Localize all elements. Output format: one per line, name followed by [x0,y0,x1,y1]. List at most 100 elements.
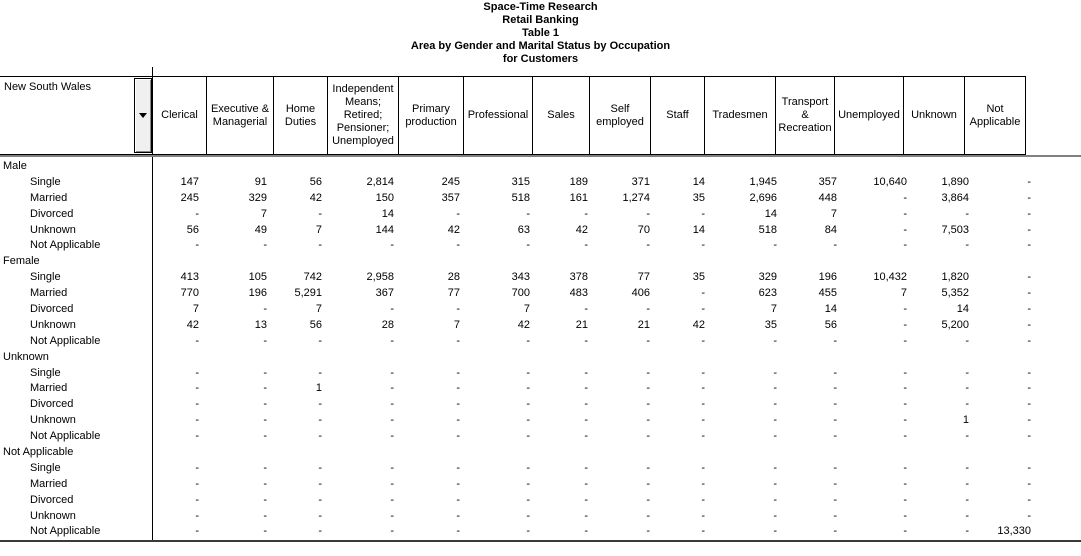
value-cell: - [526,525,530,538]
value-cell: - [1027,414,1031,427]
row-label: Unknown [30,509,76,522]
area-dropdown-button[interactable] [134,78,152,153]
value-cell: - [1027,287,1031,300]
value-cell: - [903,430,907,443]
value-cell: - [965,382,969,395]
value-cell: - [584,430,588,443]
value-cell: - [526,398,530,411]
value-cell: 14 [956,302,969,315]
value-cell: - [263,525,267,538]
column-header-transport-recreation: Transport & Recreation [775,76,835,155]
value-cell: 483 [569,287,588,300]
value-cell: - [195,477,199,490]
value-cell: 245 [441,175,460,188]
value-cell: - [195,239,199,252]
value-cell: - [965,398,969,411]
value-cell: - [390,334,394,347]
data-row-not-applicable-married: Married - - - - - - - - - - - - - - [0,476,1040,492]
value-cell: - [390,493,394,506]
value-cell: - [263,414,267,427]
value-cell: - [456,302,460,315]
value-cell: - [773,334,777,347]
value-cell: - [1027,223,1031,236]
value-cell: - [584,366,588,379]
area-header-cell: New South Wales [0,76,152,155]
value-cell: 35 [692,191,705,204]
value-cell: 315 [511,175,530,188]
value-cell: 56 [186,223,199,236]
value-cell: - [390,477,394,490]
value-cell: - [195,493,199,506]
value-cell: 343 [511,271,530,284]
row-column-separator [152,67,153,542]
value-cell: - [1027,271,1031,284]
row-label: Not Applicable [30,239,101,252]
column-header-clerical: Clerical [152,76,207,155]
value-cell: 623 [758,287,777,300]
value-cell: 7 [523,302,530,315]
table-body: Male Single 147 91 56 2,814 245 315 189 371 14 1,94… [0,158,1040,539]
value-cell: - [965,477,969,490]
value-cell: 196 [248,287,267,300]
value-cell: - [263,430,267,443]
value-cell: - [903,493,907,506]
value-cell: - [646,334,650,347]
value-cell: - [965,334,969,347]
value-cell: - [1027,175,1031,188]
value-cell: - [456,334,460,347]
value-cell: - [195,509,199,522]
column-header-professional: Professional [463,76,533,155]
row-label: Unknown [30,223,76,236]
value-cell: - [584,398,588,411]
value-cell: 56 [824,318,837,331]
value-cell: 245 [180,191,199,204]
value-cell: - [584,477,588,490]
value-cell: - [646,207,650,220]
value-cell: 329 [758,271,777,284]
row-label: Single [30,175,61,188]
value-cell: - [701,493,705,506]
value-cell: - [701,461,705,474]
value-cell: 3,864 [941,191,969,204]
value-cell: - [456,509,460,522]
value-cell: 84 [824,223,837,236]
value-cell: - [701,509,705,522]
value-cell: - [263,366,267,379]
value-cell: - [646,302,650,315]
value-cell: - [773,382,777,395]
data-row-female-divorced: Divorced 7 - 7 - - 7 - - - 7 14 - 14 - [0,301,1040,317]
value-cell: - [318,414,322,427]
value-cell: - [833,398,837,411]
value-cell: - [965,239,969,252]
value-cell: - [965,525,969,538]
row-label: Divorced [30,207,74,220]
value-cell: - [195,207,199,220]
header-underline [0,155,1081,157]
value-cell: 367 [375,287,394,300]
value-cell: - [318,477,322,490]
value-cell: - [1027,493,1031,506]
value-cell: - [1027,477,1031,490]
value-cell: 13,330 [997,525,1031,538]
value-cell: - [773,477,777,490]
value-cell: - [456,382,460,395]
value-cell: - [903,302,907,315]
value-cell: - [1027,239,1031,252]
row-label: Married [30,191,68,204]
data-row-unknown-unknown: Unknown - - - - - - - - - - - - 1 - [0,412,1040,428]
value-cell: - [773,430,777,443]
chevron-down-icon [139,113,147,118]
value-cell: 7 [830,207,837,220]
column-header-self-employed: Self employed [589,76,651,155]
value-cell: - [263,334,267,347]
value-cell: 1,945 [749,175,777,188]
value-cell: - [833,493,837,506]
value-cell: 1,890 [941,175,969,188]
value-cell: - [456,207,460,220]
value-cell: - [526,461,530,474]
title-line-organisation: Space-Time Research [483,1,598,13]
value-cell: - [646,430,650,443]
value-cell: 14 [692,175,705,188]
value-cell: - [195,382,199,395]
value-cell: 700 [511,287,530,300]
